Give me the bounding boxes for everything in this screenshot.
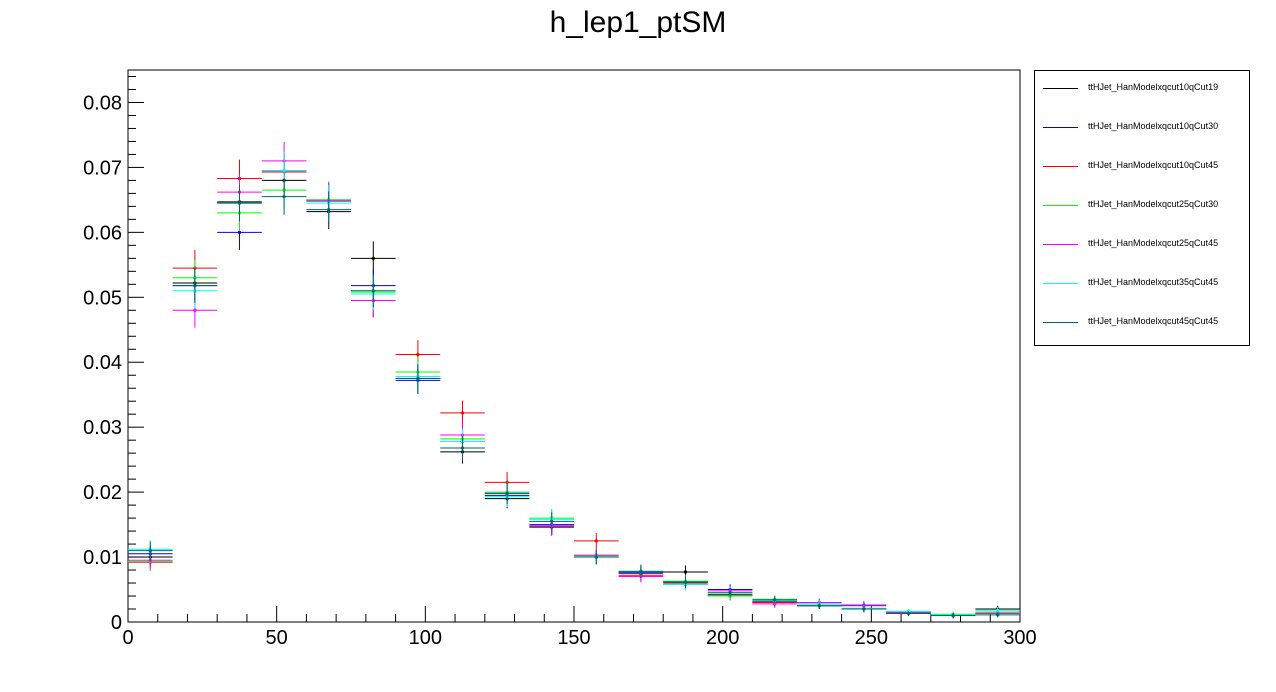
legend-label: ttHJet_HanModelxqcut10qCut30 [1088, 121, 1219, 131]
data-point [416, 376, 420, 381]
series-6 [128, 151, 1020, 618]
series-5 [128, 142, 1020, 619]
legend-label: ttHJet_HanModelxqcut25qCut45 [1088, 238, 1219, 248]
data-point [728, 591, 732, 595]
data-point [193, 308, 197, 312]
series-1 [128, 162, 1020, 619]
data-point [237, 230, 242, 234]
data-point [460, 411, 465, 415]
y-tick-label: 0 [111, 612, 122, 634]
legend-item: ttHJet_HanModelxqcut35qCut45 [1035, 274, 1249, 294]
legend-swatch [1043, 322, 1078, 323]
data-point [148, 548, 152, 553]
legend-item: ttHJet_HanModelxqcut10qCut19 [1035, 79, 1249, 99]
data-point [996, 613, 1000, 617]
y-tick-label: 0.02 [83, 482, 122, 504]
legend-item: ttHJet_HanModelxqcut25qCut45 [1035, 235, 1249, 255]
legend-item: ttHJet_HanModelxqcut25qCut30 [1035, 196, 1249, 216]
data-point [371, 256, 375, 260]
data-point [282, 169, 286, 173]
y-tick-label: 0.05 [83, 287, 122, 309]
data-point [505, 491, 509, 496]
legend-label: ttHJet_HanModelxqcut10qCut45 [1088, 160, 1219, 170]
data-point [193, 284, 197, 288]
legend-item: ttHJet_HanModelxqcut10qCut45 [1035, 157, 1249, 177]
legend-swatch [1043, 166, 1078, 167]
x-tick-label: 200 [706, 627, 739, 649]
x-tick-label: 300 [1003, 627, 1036, 649]
data-point [550, 519, 554, 523]
legend-swatch [1043, 88, 1078, 89]
x-tick-label: 0 [122, 627, 133, 649]
y-tick-label: 0.01 [83, 547, 122, 569]
legend-label: ttHJet_HanModelxqcut45qCut45 [1088, 316, 1219, 326]
data-point [282, 195, 286, 199]
data-point [416, 352, 420, 357]
axes: 0 50 100 150 200 250 300 0 0.01 0.02 0.03 0.04 0.05 0… [83, 69, 1037, 649]
data-point [594, 555, 598, 559]
legend-label: ttHJet_HanModelxqcut25qCut30 [1088, 199, 1219, 209]
plot-frame [127, 69, 1021, 623]
legend-swatch [1043, 244, 1078, 245]
legend-label: ttHJet_HanModelxqcut35qCut45 [1088, 277, 1219, 287]
x-tick-label: 50 [266, 627, 288, 649]
data-point [683, 580, 688, 584]
data-point [460, 446, 465, 450]
legend-item: ttHJet_HanModelxqcut10qCut30 [1035, 118, 1249, 138]
x-tick-label: 100 [409, 627, 442, 649]
y-tick-label: 0.04 [83, 352, 122, 374]
legend-swatch [1043, 205, 1078, 206]
data-point [683, 570, 688, 574]
data-point [906, 611, 911, 616]
data-point [371, 289, 375, 293]
data-point [639, 569, 643, 573]
chart-title: h_lep1_ptSM [549, 6, 727, 39]
data-series [128, 142, 1020, 619]
data-point [148, 558, 152, 562]
series-7 [128, 178, 1020, 619]
data-point [862, 607, 866, 611]
data-point [594, 539, 598, 543]
data-point [327, 208, 331, 212]
y-tick-label: 0.03 [83, 417, 122, 439]
data-point [996, 608, 1000, 612]
data-point [773, 598, 777, 602]
data-point [951, 613, 955, 618]
series-3 [128, 153, 1020, 619]
series-4 [128, 171, 1020, 617]
y-tick-label: 0.06 [83, 222, 122, 244]
series-2 [128, 152, 1020, 619]
x-tick-label: 250 [855, 627, 888, 649]
legend-label: ttHJet_HanModelxqcut10qCut19 [1088, 82, 1219, 92]
data-point [237, 201, 242, 205]
legend-swatch [1043, 283, 1078, 284]
legend: ttHJet_HanModelxqcut10qCut19 ttHJet_HanMo… [1034, 70, 1250, 346]
legend-item: ttHJet_HanModelxqcut45qCut45 [1035, 313, 1249, 333]
legend-swatch [1043, 127, 1078, 128]
data-point [817, 604, 821, 608]
x-tick-label: 150 [557, 627, 590, 649]
y-tick-label: 0.07 [83, 157, 122, 179]
y-tick-label: 0.08 [83, 92, 122, 114]
